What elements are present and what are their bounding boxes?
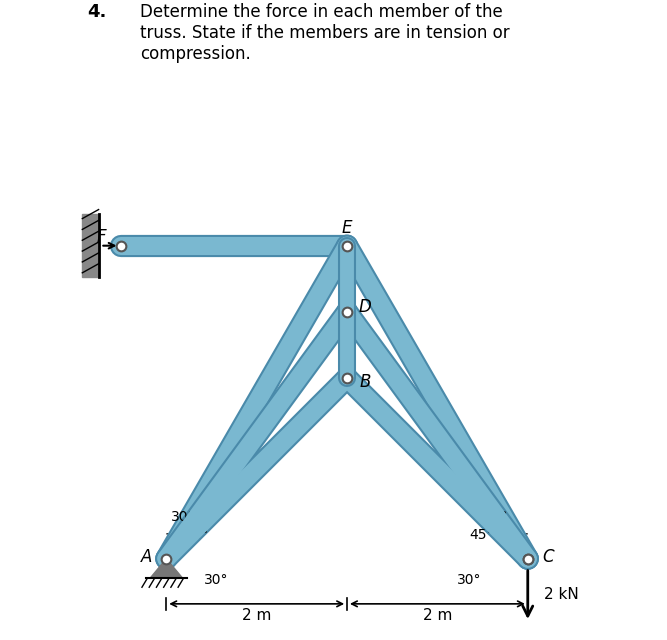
- Text: 45°: 45°: [184, 528, 209, 542]
- Text: 2 m: 2 m: [423, 608, 452, 623]
- Text: C: C: [542, 548, 554, 566]
- Text: 30°: 30°: [204, 573, 229, 587]
- Text: D: D: [359, 298, 372, 316]
- Text: F: F: [97, 228, 106, 246]
- Text: 30°: 30°: [458, 573, 482, 587]
- Text: 4.: 4.: [87, 3, 106, 21]
- Text: A: A: [141, 548, 152, 566]
- Text: 2 m: 2 m: [242, 608, 271, 623]
- Text: Determine the force in each member of the
truss. State if the members are in ten: Determine the force in each member of th…: [140, 3, 510, 63]
- Text: 2 kN: 2 kN: [544, 588, 579, 602]
- Polygon shape: [82, 214, 99, 277]
- Text: 30°: 30°: [484, 509, 509, 524]
- Text: 45°: 45°: [469, 528, 494, 542]
- Text: B: B: [360, 374, 371, 392]
- Text: 30°: 30°: [171, 509, 195, 524]
- Text: E: E: [342, 219, 352, 237]
- Polygon shape: [150, 559, 183, 578]
